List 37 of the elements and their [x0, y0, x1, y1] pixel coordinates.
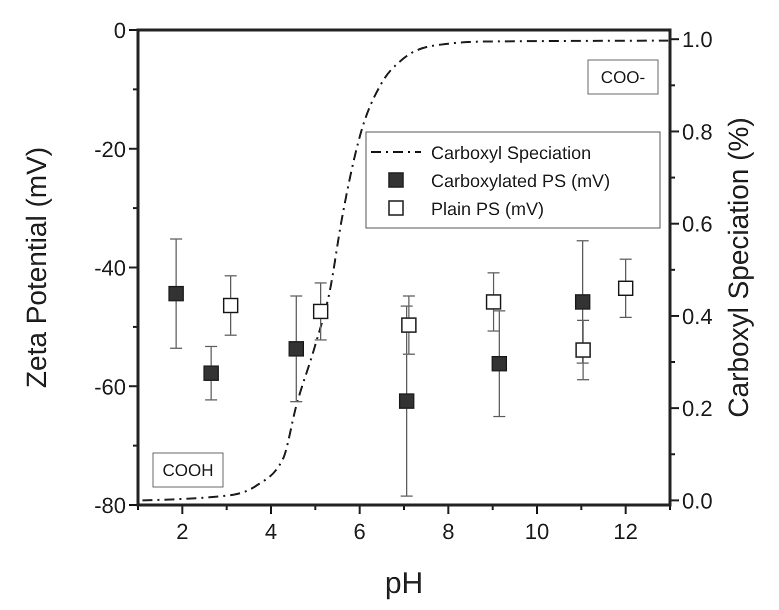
point [222, 298, 238, 314]
x-tick-label: 4 [264, 519, 278, 544]
point [575, 342, 591, 358]
y-tick-label: -40 [94, 256, 126, 280]
legend-label: Plain PS (mV) [431, 199, 544, 219]
y-axis-title: Zeta Potential (mV) [21, 146, 52, 388]
y-tick-label: -60 [94, 374, 126, 400]
annotation: COOH [162, 461, 214, 480]
annotation: COO- [600, 68, 646, 87]
point [618, 280, 634, 296]
x-tick-label: 6 [354, 519, 366, 544]
x-tick-label: 2 [176, 519, 188, 544]
point [288, 341, 304, 357]
y2-tick-label: 1.0 [682, 27, 713, 52]
y2-axis-title: Carboxyl Speciation (%) [723, 117, 754, 418]
point [492, 356, 508, 372]
point [486, 294, 502, 310]
y-tick-label: 0 [114, 18, 126, 43]
x-tick-label: 10 [524, 519, 550, 544]
x-tick-label: 12 [613, 519, 638, 544]
point [401, 317, 417, 333]
legend-label: Carboxylated PS (mV) [431, 171, 610, 191]
y-tick-label: -80 [94, 493, 126, 518]
y2-tick-label: 0.2 [682, 396, 713, 422]
point [312, 304, 328, 320]
y-tick-label: -20 [94, 136, 126, 162]
x-axis-title: pH [384, 567, 424, 600]
y2-tick-label: 0.4 [682, 304, 713, 329]
x-tick-label: 8 [442, 519, 454, 544]
point [168, 286, 184, 302]
point [574, 294, 590, 310]
point [398, 393, 414, 409]
point [203, 365, 219, 381]
y2-tick-label: 0.0 [682, 488, 713, 514]
y2-tick-label: 0.6 [682, 212, 713, 237]
legend-label: Carboxyl Speciation [431, 143, 592, 163]
y2-tick-label: 0.8 [682, 119, 713, 144]
